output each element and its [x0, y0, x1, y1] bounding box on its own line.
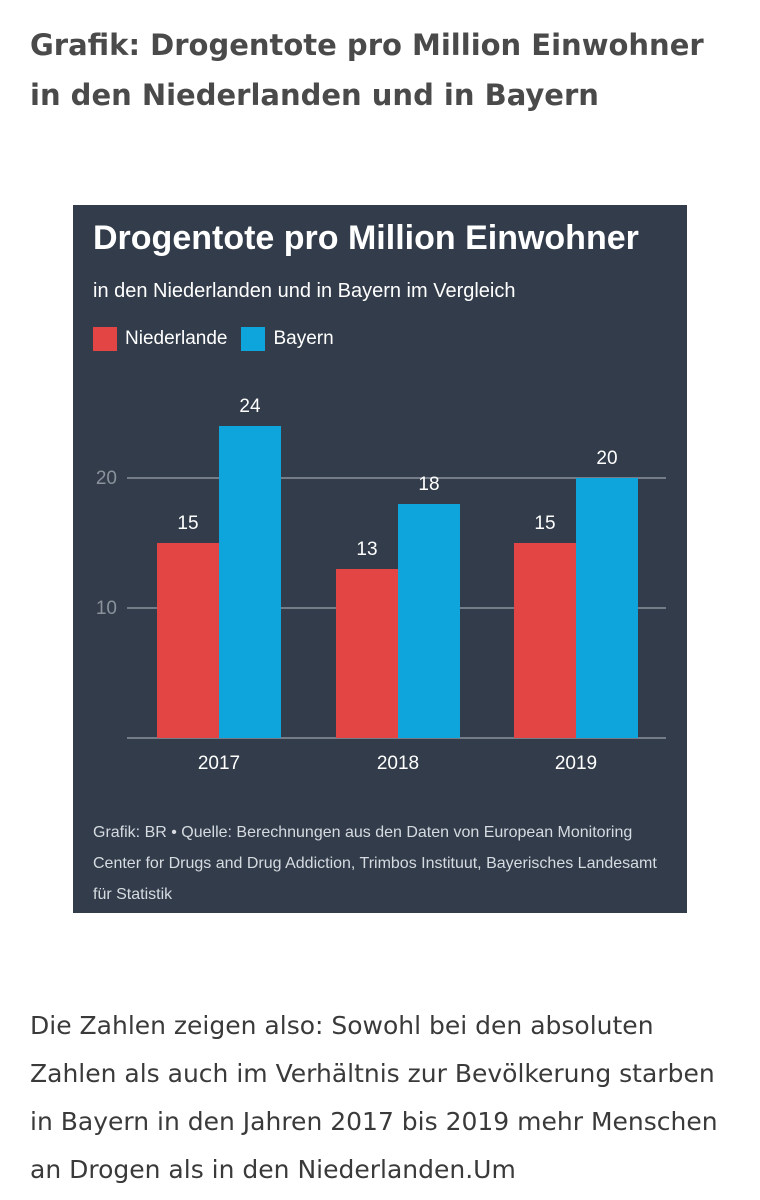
legend-label-niederlande: Niederlande: [125, 328, 228, 349]
data-label: 15: [177, 513, 198, 534]
chart-source-note: Grafik: BR • Quelle: Berechnungen aus de…: [93, 824, 657, 903]
bar-niederlande-2019: [514, 543, 576, 738]
bar-niederlande-2017: [157, 543, 219, 738]
legend-swatch-bayern: [241, 327, 266, 351]
data-label: 13: [356, 539, 377, 560]
legend-swatch-niederlande: [93, 327, 117, 351]
data-label: 18: [418, 474, 439, 495]
legend-label-bayern: Bayern: [273, 328, 334, 349]
bar-niederlande-2018: [336, 569, 398, 738]
x-tick-label-2018: 2018: [377, 753, 419, 774]
y-tick-label: 20: [96, 468, 117, 489]
article-paragraph: Die Zahlen zeigen also: Sowohl bei den a…: [30, 1011, 718, 1184]
chart-legend: Niederlande Bayern: [93, 327, 348, 351]
bar-chart: 10 20 15 24 2017 13 18 2018 15 20 2019: [96, 396, 666, 774]
data-label: 20: [596, 448, 617, 469]
y-tick-label: 10: [96, 598, 117, 619]
article-heading: Grafik: Drogentote pro Million Einwohner…: [30, 28, 704, 112]
bar-bayern-2019: [576, 478, 638, 738]
data-label: 15: [534, 513, 555, 534]
bar-bayern-2018: [398, 504, 460, 738]
legend-item-bayern: Bayern: [241, 327, 334, 351]
chart-card: Drogentote pro Million Einwohner in den …: [73, 205, 687, 913]
bar-bayern-2017: [219, 426, 281, 738]
chart-subtitle: in den Niederlanden und in Bayern im Ver…: [93, 280, 516, 302]
x-tick-label-2017: 2017: [198, 753, 240, 774]
chart-title: Drogentote pro Million Einwohner: [93, 219, 639, 257]
x-tick-label-2019: 2019: [555, 753, 597, 774]
data-label: 24: [239, 396, 261, 417]
legend-item-niederlande: Niederlande: [93, 327, 227, 351]
